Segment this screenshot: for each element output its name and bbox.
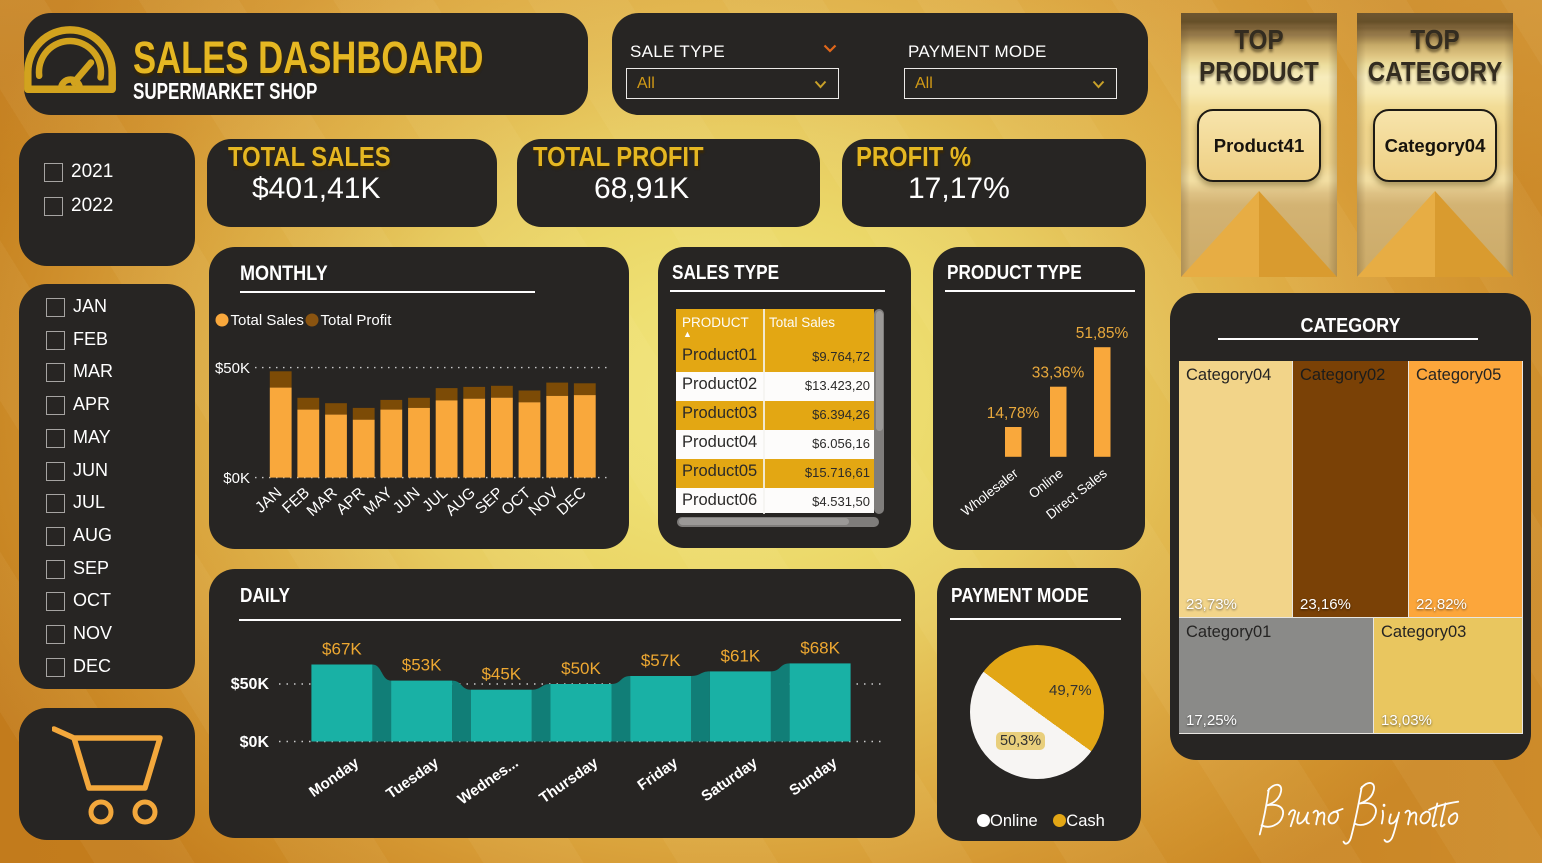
svg-text:$0K: $0K [223, 470, 250, 487]
svg-text:$50K: $50K [215, 360, 250, 377]
svg-text:MAR: MAR [304, 484, 341, 520]
svg-text:JUN: JUN [390, 484, 424, 517]
svg-text:SEP: SEP [472, 484, 506, 517]
svg-text:$68K: $68K [800, 638, 840, 657]
svg-text:DEC: DEC [554, 484, 590, 519]
svg-text:$57K: $57K [641, 651, 681, 670]
svg-text:Thursday: Thursday [536, 754, 602, 807]
svg-text:$0K: $0K [240, 734, 270, 751]
svg-text:Total Sales: Total Sales [231, 312, 304, 329]
svg-text:14,78%: 14,78% [987, 405, 1040, 422]
svg-text:Monday: Monday [306, 754, 363, 801]
svg-text:Wednes...: Wednes... [455, 754, 522, 808]
svg-text:$53K: $53K [402, 656, 442, 675]
svg-text:Friday: Friday [634, 754, 681, 794]
svg-text:Online: Online [1026, 466, 1066, 502]
svg-text:$61K: $61K [721, 646, 761, 665]
svg-text:Saturday: Saturday [698, 754, 761, 805]
svg-text:Wholesaler: Wholesaler [958, 465, 1021, 519]
svg-text:Tuesday: Tuesday [383, 754, 442, 803]
svg-text:AUG: AUG [443, 484, 479, 519]
svg-text:$67K: $67K [322, 640, 362, 659]
svg-text:33,36%: 33,36% [1032, 365, 1085, 382]
svg-text:Total Profit: Total Profit [321, 312, 393, 329]
svg-text:51,85%: 51,85% [1076, 325, 1129, 342]
svg-text:$50K: $50K [231, 676, 270, 693]
svg-text:$50K: $50K [561, 659, 601, 678]
svg-text:OCT: OCT [498, 484, 534, 519]
svg-text:JAN: JAN [252, 484, 285, 516]
svg-text:NOV: NOV [526, 484, 563, 520]
svg-text:$45K: $45K [481, 665, 521, 684]
svg-text:APR: APR [333, 484, 368, 518]
svg-text:Sunday: Sunday [786, 754, 841, 799]
svg-text:MAY: MAY [360, 484, 395, 518]
